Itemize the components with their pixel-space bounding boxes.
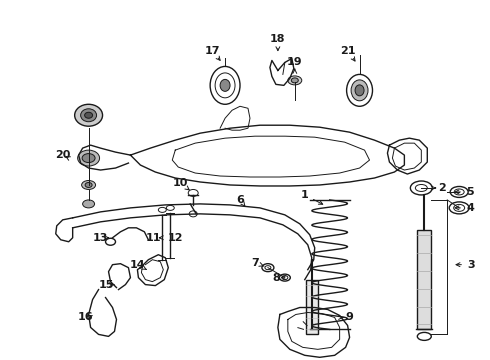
- Ellipse shape: [351, 80, 368, 101]
- Text: 17: 17: [204, 45, 220, 55]
- Ellipse shape: [74, 104, 102, 126]
- Ellipse shape: [82, 154, 95, 163]
- FancyBboxPatch shape: [417, 230, 431, 329]
- Ellipse shape: [220, 80, 230, 91]
- Ellipse shape: [85, 183, 92, 188]
- Text: 4: 4: [466, 203, 474, 213]
- Text: 9: 9: [345, 312, 353, 323]
- Text: 19: 19: [287, 58, 303, 67]
- Text: 13: 13: [93, 233, 108, 243]
- Ellipse shape: [82, 180, 96, 189]
- Ellipse shape: [77, 150, 99, 166]
- Text: 6: 6: [236, 195, 244, 205]
- Text: 8: 8: [272, 273, 280, 283]
- Text: 14: 14: [129, 260, 145, 270]
- Text: 21: 21: [340, 45, 355, 55]
- Text: 10: 10: [172, 178, 188, 188]
- Ellipse shape: [292, 78, 298, 83]
- Text: 18: 18: [270, 33, 286, 44]
- Text: 12: 12: [168, 233, 183, 243]
- Text: 3: 3: [467, 260, 475, 270]
- FancyBboxPatch shape: [306, 280, 318, 334]
- Text: 15: 15: [99, 280, 114, 289]
- Text: 2: 2: [439, 183, 446, 193]
- Ellipse shape: [81, 109, 97, 122]
- Ellipse shape: [288, 76, 302, 85]
- Text: 1: 1: [301, 190, 309, 200]
- Text: 16: 16: [78, 312, 94, 323]
- Ellipse shape: [85, 112, 93, 118]
- Text: 11: 11: [146, 233, 161, 243]
- Text: 7: 7: [251, 258, 259, 268]
- Ellipse shape: [355, 85, 364, 96]
- Text: 5: 5: [466, 187, 474, 197]
- Ellipse shape: [83, 200, 95, 208]
- Text: 20: 20: [55, 150, 71, 160]
